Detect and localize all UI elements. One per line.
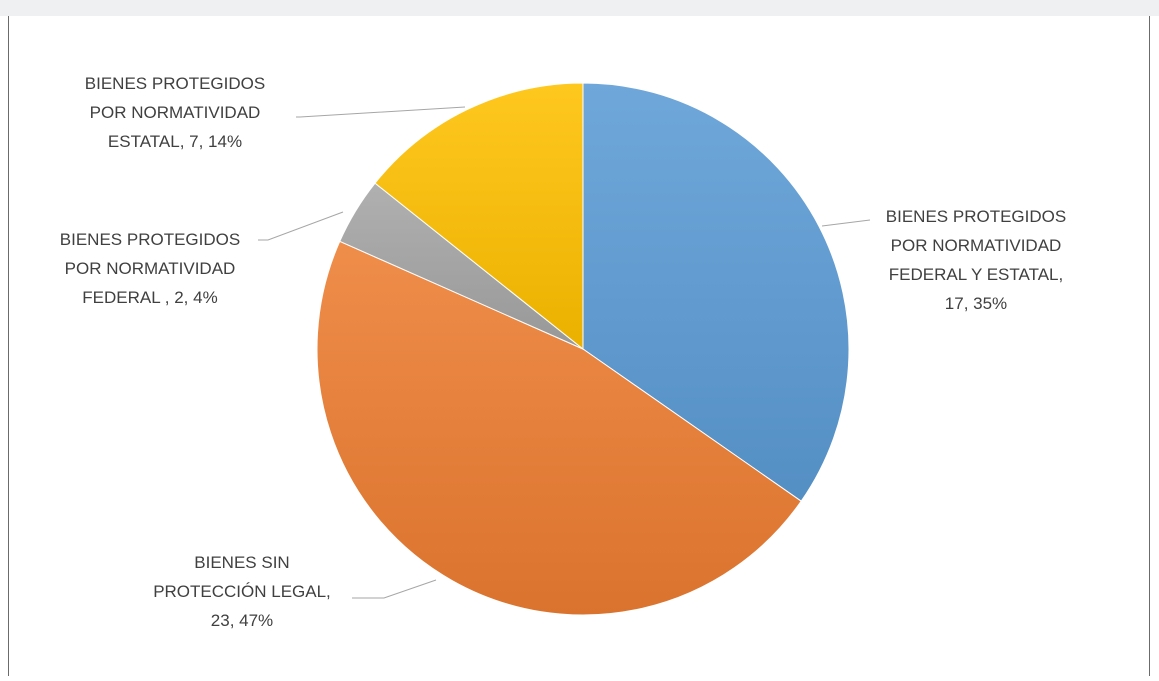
leader-line [258, 211, 344, 241]
slice-data-label-line: BIENES PROTEGIDOS [85, 74, 265, 93]
pie-slice [374, 82, 584, 351]
slice-data-label-line: POR NORMATIVIDAD [65, 259, 236, 278]
top-band [0, 0, 1159, 16]
slice-data-label-line: ESTATAL, 7, 14% [108, 132, 242, 151]
slice-data-label-line: BIENES PROTEGIDOS [60, 230, 240, 249]
leader-lines [258, 106, 871, 599]
leader-line [352, 579, 437, 599]
slice-data-label: BIENES PROTEGIDOS POR NORMATIVIDAD ESTATAL… [85, 74, 265, 151]
slice-data-label-line: BIENES SIN [194, 553, 289, 572]
slice-data-label-line: 17, 35% [945, 294, 1007, 313]
slice-data-label-line: POR NORMATIVIDAD [891, 236, 1062, 255]
slice-data-label-line: BIENES PROTEGIDOS [886, 207, 1066, 226]
slice-data-label-line: FEDERAL , 2, 4% [82, 288, 217, 307]
leader-line [296, 106, 466, 118]
data-labels: BIENES PROTEGIDOS POR NORMATIVIDAD FEDERAL… [60, 74, 1066, 630]
slice-data-label-line: PROTECCIÓN LEGAL, [153, 582, 331, 601]
slice-data-label-line: 23, 47% [211, 611, 273, 630]
leader-line [821, 219, 871, 227]
pie-slices [316, 82, 850, 616]
slice-data-label-line: FEDERAL Y ESTATAL, [889, 265, 1063, 284]
slice-data-label-line: POR NORMATIVIDAD [90, 103, 261, 122]
pie-slice [582, 82, 850, 502]
pie-slice [316, 240, 802, 616]
slice-data-label: BIENES PROTEGIDOS POR NORMATIVIDAD FEDERAL… [60, 230, 240, 307]
slice-data-label: BIENES SIN PROTECCIÓN LEGAL, 23, 47% [153, 553, 331, 630]
slice-data-label: BIENES PROTEGIDOS POR NORMATIVIDAD FEDERAL… [886, 207, 1066, 313]
